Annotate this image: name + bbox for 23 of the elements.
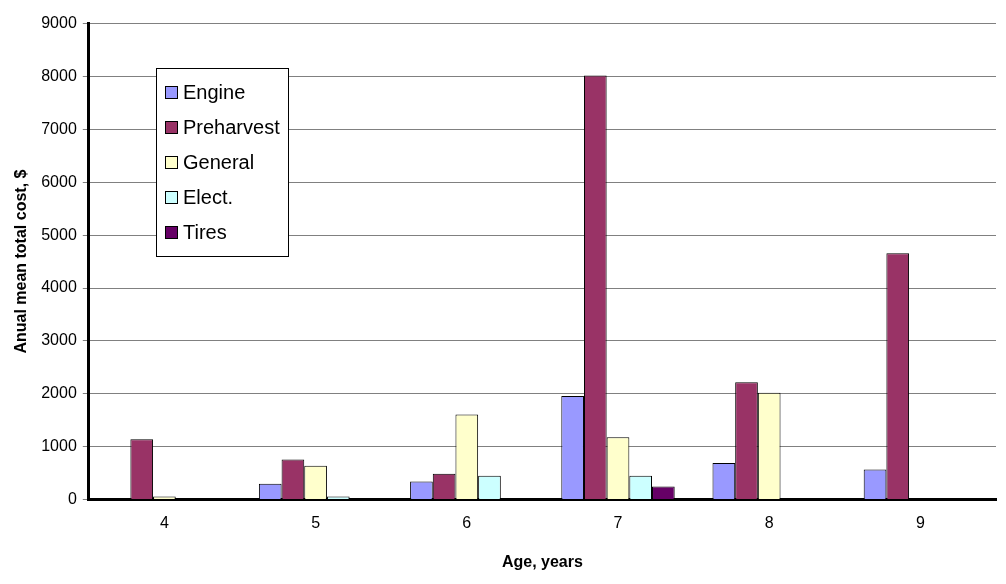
y-tick-label: 5000 xyxy=(41,225,77,243)
x-tick-label: 4 xyxy=(159,513,169,531)
y-tick-label: 6000 xyxy=(41,172,77,190)
x-tick-label: 8 xyxy=(764,513,774,531)
legend-label: Elect. xyxy=(183,186,234,209)
x-tick-label: 7 xyxy=(613,513,623,531)
y-axis-title: Anual mean total cost, $ xyxy=(12,169,30,354)
legend-label: General xyxy=(183,151,255,174)
x-tick-label: 6 xyxy=(462,513,472,531)
y-tick-label: 2000 xyxy=(41,384,77,402)
y-tick-label: 7000 xyxy=(41,119,77,137)
y-tick-label: 1000 xyxy=(41,437,77,455)
y-tick-label: 9000 xyxy=(41,14,77,32)
legend-label: Preharvest xyxy=(183,116,280,139)
y-tick-label: 4000 xyxy=(41,278,77,296)
legend-label: Tires xyxy=(183,221,227,244)
y-tick-label: 0 xyxy=(67,490,77,508)
x-tick-label: 9 xyxy=(915,513,925,531)
legend-label: Engine xyxy=(183,81,246,104)
y-tick-label: 3000 xyxy=(41,331,77,349)
x-tick-label: 5 xyxy=(311,513,321,531)
y-tick-label: 8000 xyxy=(41,66,77,84)
x-axis-title: Age, years xyxy=(501,552,583,570)
